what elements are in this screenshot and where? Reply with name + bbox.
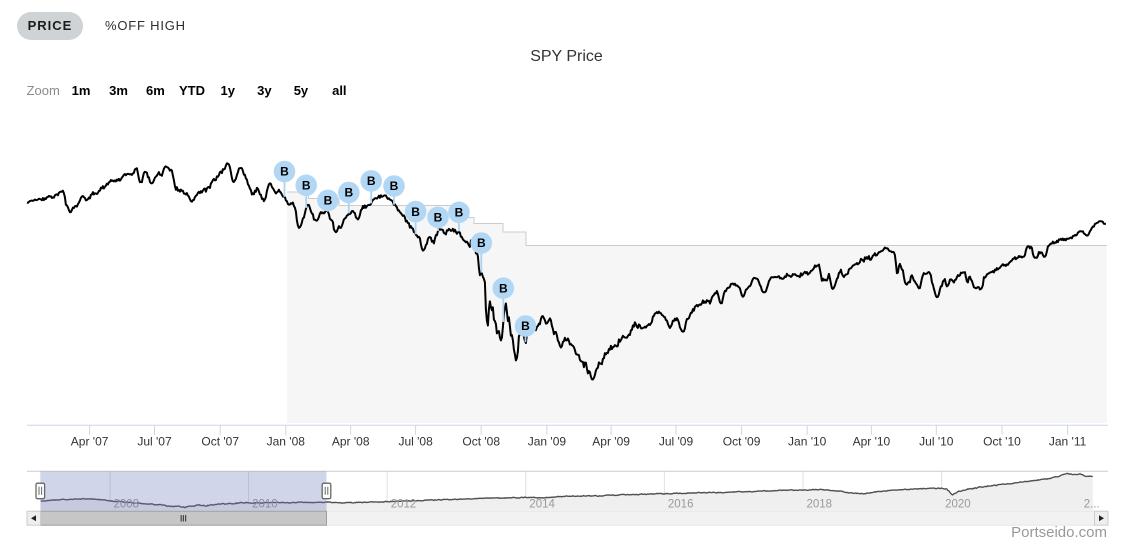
svg-text:Jan '09: Jan '09: [528, 435, 567, 449]
svg-text:B: B: [302, 179, 311, 193]
svg-text:B: B: [411, 205, 420, 219]
svg-text:B: B: [455, 206, 464, 220]
svg-text:2...: 2...: [1084, 499, 1100, 511]
svg-text:B: B: [521, 319, 530, 333]
svg-text:2014: 2014: [529, 499, 555, 511]
svg-text:2018: 2018: [807, 499, 833, 511]
svg-text:Jan '11: Jan '11: [1049, 435, 1087, 449]
svg-text:B: B: [477, 236, 486, 250]
svg-text:Apr '07: Apr '07: [71, 435, 109, 449]
svg-text:Jan '10: Jan '10: [788, 435, 827, 449]
svg-text:B: B: [499, 281, 508, 295]
svg-text:2020: 2020: [945, 499, 971, 511]
svg-text:Oct '08: Oct '08: [462, 435, 500, 449]
svg-text:2012: 2012: [391, 499, 417, 511]
svg-text:Apr '09: Apr '09: [592, 435, 630, 449]
svg-text:Oct '07: Oct '07: [201, 435, 239, 449]
svg-text:Jul '08: Jul '08: [398, 435, 433, 449]
svg-text:2008: 2008: [114, 499, 140, 511]
svg-text:B: B: [280, 165, 289, 179]
svg-text:B: B: [367, 174, 376, 188]
svg-text:B: B: [434, 211, 443, 225]
svg-text:Jul '10: Jul '10: [919, 435, 954, 449]
svg-text:B: B: [324, 194, 333, 208]
svg-text:2016: 2016: [668, 499, 694, 511]
svg-text:2010: 2010: [252, 499, 278, 511]
svg-text:B: B: [344, 186, 353, 200]
svg-text:Oct '09: Oct '09: [723, 435, 761, 449]
svg-text:Jul '09: Jul '09: [659, 435, 694, 449]
svg-text:Apr '08: Apr '08: [332, 435, 370, 449]
svg-text:Jan '08: Jan '08: [267, 435, 306, 449]
svg-text:Apr '10: Apr '10: [853, 435, 891, 449]
svg-text:Jul '07: Jul '07: [137, 435, 172, 449]
svg-text:Oct '10: Oct '10: [983, 435, 1021, 449]
svg-text:B: B: [390, 179, 399, 193]
